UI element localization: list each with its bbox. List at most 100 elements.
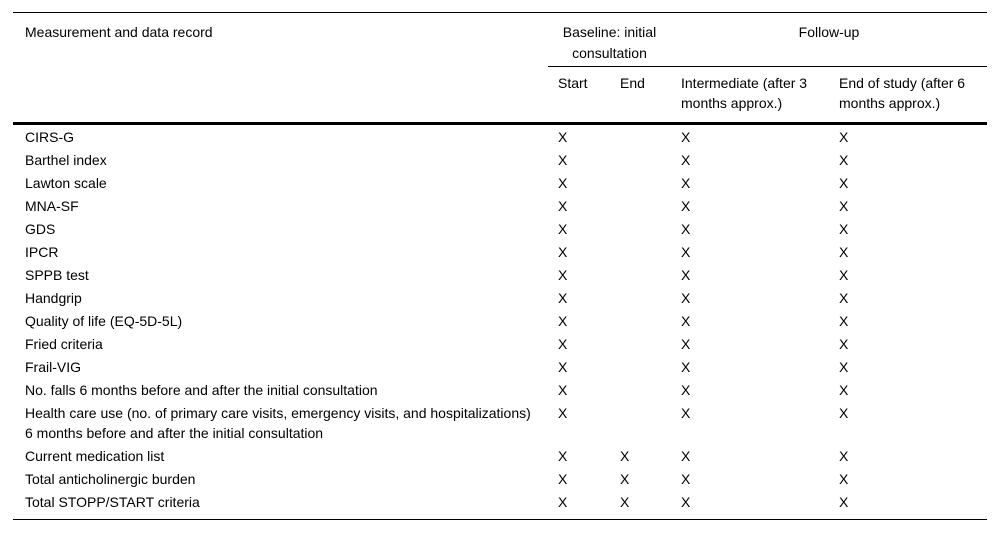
mark-cell-end: X [620, 447, 630, 464]
table-row: Current medication list X X X X [13, 444, 987, 467]
table-row: SPPB test X X X [13, 263, 987, 286]
group-header-row: Measurement and data record Baseline: in… [13, 12, 988, 125]
mark-cell-start: X [558, 493, 568, 510]
table-row: Frail-VIG X X X [13, 355, 987, 378]
table-body: CIRS-G X X X Barthel index X X X Lawton … [13, 124, 987, 520]
row-label: Lawton scale [25, 174, 107, 191]
mark-cell-intermediate: X [681, 243, 691, 260]
row-label: GDS [25, 220, 56, 237]
mark-cell-intermediate: X [681, 220, 691, 237]
mark-cell-intermediate: X [681, 493, 691, 510]
table-row: Fried criteria X X X [13, 332, 987, 355]
mark-cell-start: X [558, 243, 568, 260]
mark-cell-start: X [558, 335, 568, 352]
group-header-baseline-label: Baseline: initial consultation [562, 24, 657, 61]
mark-cell-end-of-study: X [839, 312, 849, 329]
column-header-start: Start [548, 66, 610, 125]
mark-cell-end-of-study: X [839, 243, 849, 260]
mark-cell-start: X [558, 266, 568, 283]
mark-cell-end-of-study: X [839, 358, 849, 375]
mark-cell-intermediate: X [681, 381, 691, 398]
table-row: Lawton scale X X X [13, 171, 987, 194]
table-row: Handgrip X X X [13, 286, 987, 309]
mark-cell-start: X [558, 312, 568, 329]
mark-cell-end [610, 309, 671, 332]
mark-cell-end [610, 171, 671, 194]
mark-cell-intermediate: X [681, 358, 691, 375]
row-label: Frail-VIG [25, 358, 81, 375]
column-header-intermediate: Intermediate (after 3 months approx.) [671, 66, 829, 125]
mark-cell-intermediate: X [681, 335, 691, 352]
mark-cell-start: X [558, 358, 568, 375]
table-row: GDS X X X [13, 217, 987, 240]
mark-cell-start: X [558, 381, 568, 398]
mark-cell-start: X [558, 289, 568, 306]
row-label: Barthel index [25, 151, 107, 168]
mark-cell-end-of-study: X [839, 197, 849, 214]
mark-cell-end [610, 378, 671, 401]
mark-cell-intermediate: X [681, 447, 691, 464]
sub-header-row: Start End Intermediate (after 3 months a… [13, 66, 988, 125]
mark-cell-end [610, 332, 671, 355]
row-label: MNA-SF [25, 197, 79, 214]
mark-cell-end-of-study: X [839, 151, 849, 168]
mark-cell-end: X [620, 493, 630, 510]
row-label: Quality of life (EQ-5D-5L) [25, 312, 183, 329]
mark-cell-end-of-study: X [839, 266, 849, 283]
mark-cell-end [610, 148, 671, 171]
table-row: MNA-SF X X X [13, 194, 987, 217]
mark-cell-end-of-study: X [839, 289, 849, 306]
mark-cell-intermediate: X [681, 174, 691, 191]
row-label: IPCR [25, 243, 59, 260]
table-row: IPCR X X X [13, 240, 987, 263]
mark-cell-end-of-study: X [839, 128, 849, 145]
row-label: SPPB test [25, 266, 89, 283]
mark-cell-end-of-study: X [839, 493, 849, 510]
row-label: Health care use (no. of primary care vis… [25, 404, 531, 441]
mark-cell-intermediate: X [681, 404, 691, 421]
mark-cell-end [610, 286, 671, 309]
mark-cell-end [610, 194, 671, 217]
mark-cell-start: X [558, 447, 568, 464]
mark-cell-intermediate: X [681, 266, 691, 283]
mark-cell-end [610, 217, 671, 240]
measurement-schedule-table: Measurement and data record Baseline: in… [13, 12, 988, 520]
mark-cell-end-of-study: X [839, 174, 849, 191]
group-header-followup: Follow-up [671, 12, 988, 67]
mark-cell-end [610, 355, 671, 378]
mark-cell-end [610, 401, 671, 444]
mark-cell-end-of-study: X [839, 447, 849, 464]
mark-cell-start: X [558, 151, 568, 168]
mark-cell-start: X [558, 220, 568, 237]
row-label: Handgrip [25, 289, 82, 306]
mark-cell-intermediate: X [681, 289, 691, 306]
mark-cell-end-of-study: X [839, 220, 849, 237]
row-label: Total anticholinergic burden [25, 470, 196, 487]
column-header-end-of-study: End of study (after 6 months approx.) [829, 66, 988, 125]
row-label: No. falls 6 months before and after the … [25, 381, 378, 398]
mark-cell-start: X [558, 197, 568, 214]
mark-cell-intermediate: X [681, 128, 691, 145]
row-label: Current medication list [25, 447, 165, 464]
mark-cell-start: X [558, 174, 568, 191]
mark-cell-end: X [620, 470, 630, 487]
mark-cell-end [610, 240, 671, 263]
mark-cell-end-of-study: X [839, 470, 849, 487]
mark-cell-end-of-study: X [839, 335, 849, 352]
table-header: Measurement and data record Baseline: in… [13, 12, 988, 125]
table-row: CIRS-G X X X [13, 124, 987, 149]
group-header-baseline: Baseline: initial consultation [548, 12, 671, 67]
column-header-measurement: Measurement and data record [13, 12, 548, 125]
row-label: CIRS-G [25, 128, 74, 145]
row-label: Total STOPP/START criteria [25, 493, 200, 510]
table-row: Total STOPP/START criteria X X X X [13, 490, 987, 519]
mark-cell-end-of-study: X [839, 404, 849, 421]
table-row: Barthel index X X X [13, 148, 987, 171]
table-row: Quality of life (EQ-5D-5L) X X X [13, 309, 987, 332]
mark-cell-intermediate: X [681, 470, 691, 487]
table-row: Total anticholinergic burden X X X X [13, 467, 987, 490]
mark-cell-start: X [558, 470, 568, 487]
mark-cell-intermediate: X [681, 197, 691, 214]
mark-cell-start: X [558, 128, 568, 145]
